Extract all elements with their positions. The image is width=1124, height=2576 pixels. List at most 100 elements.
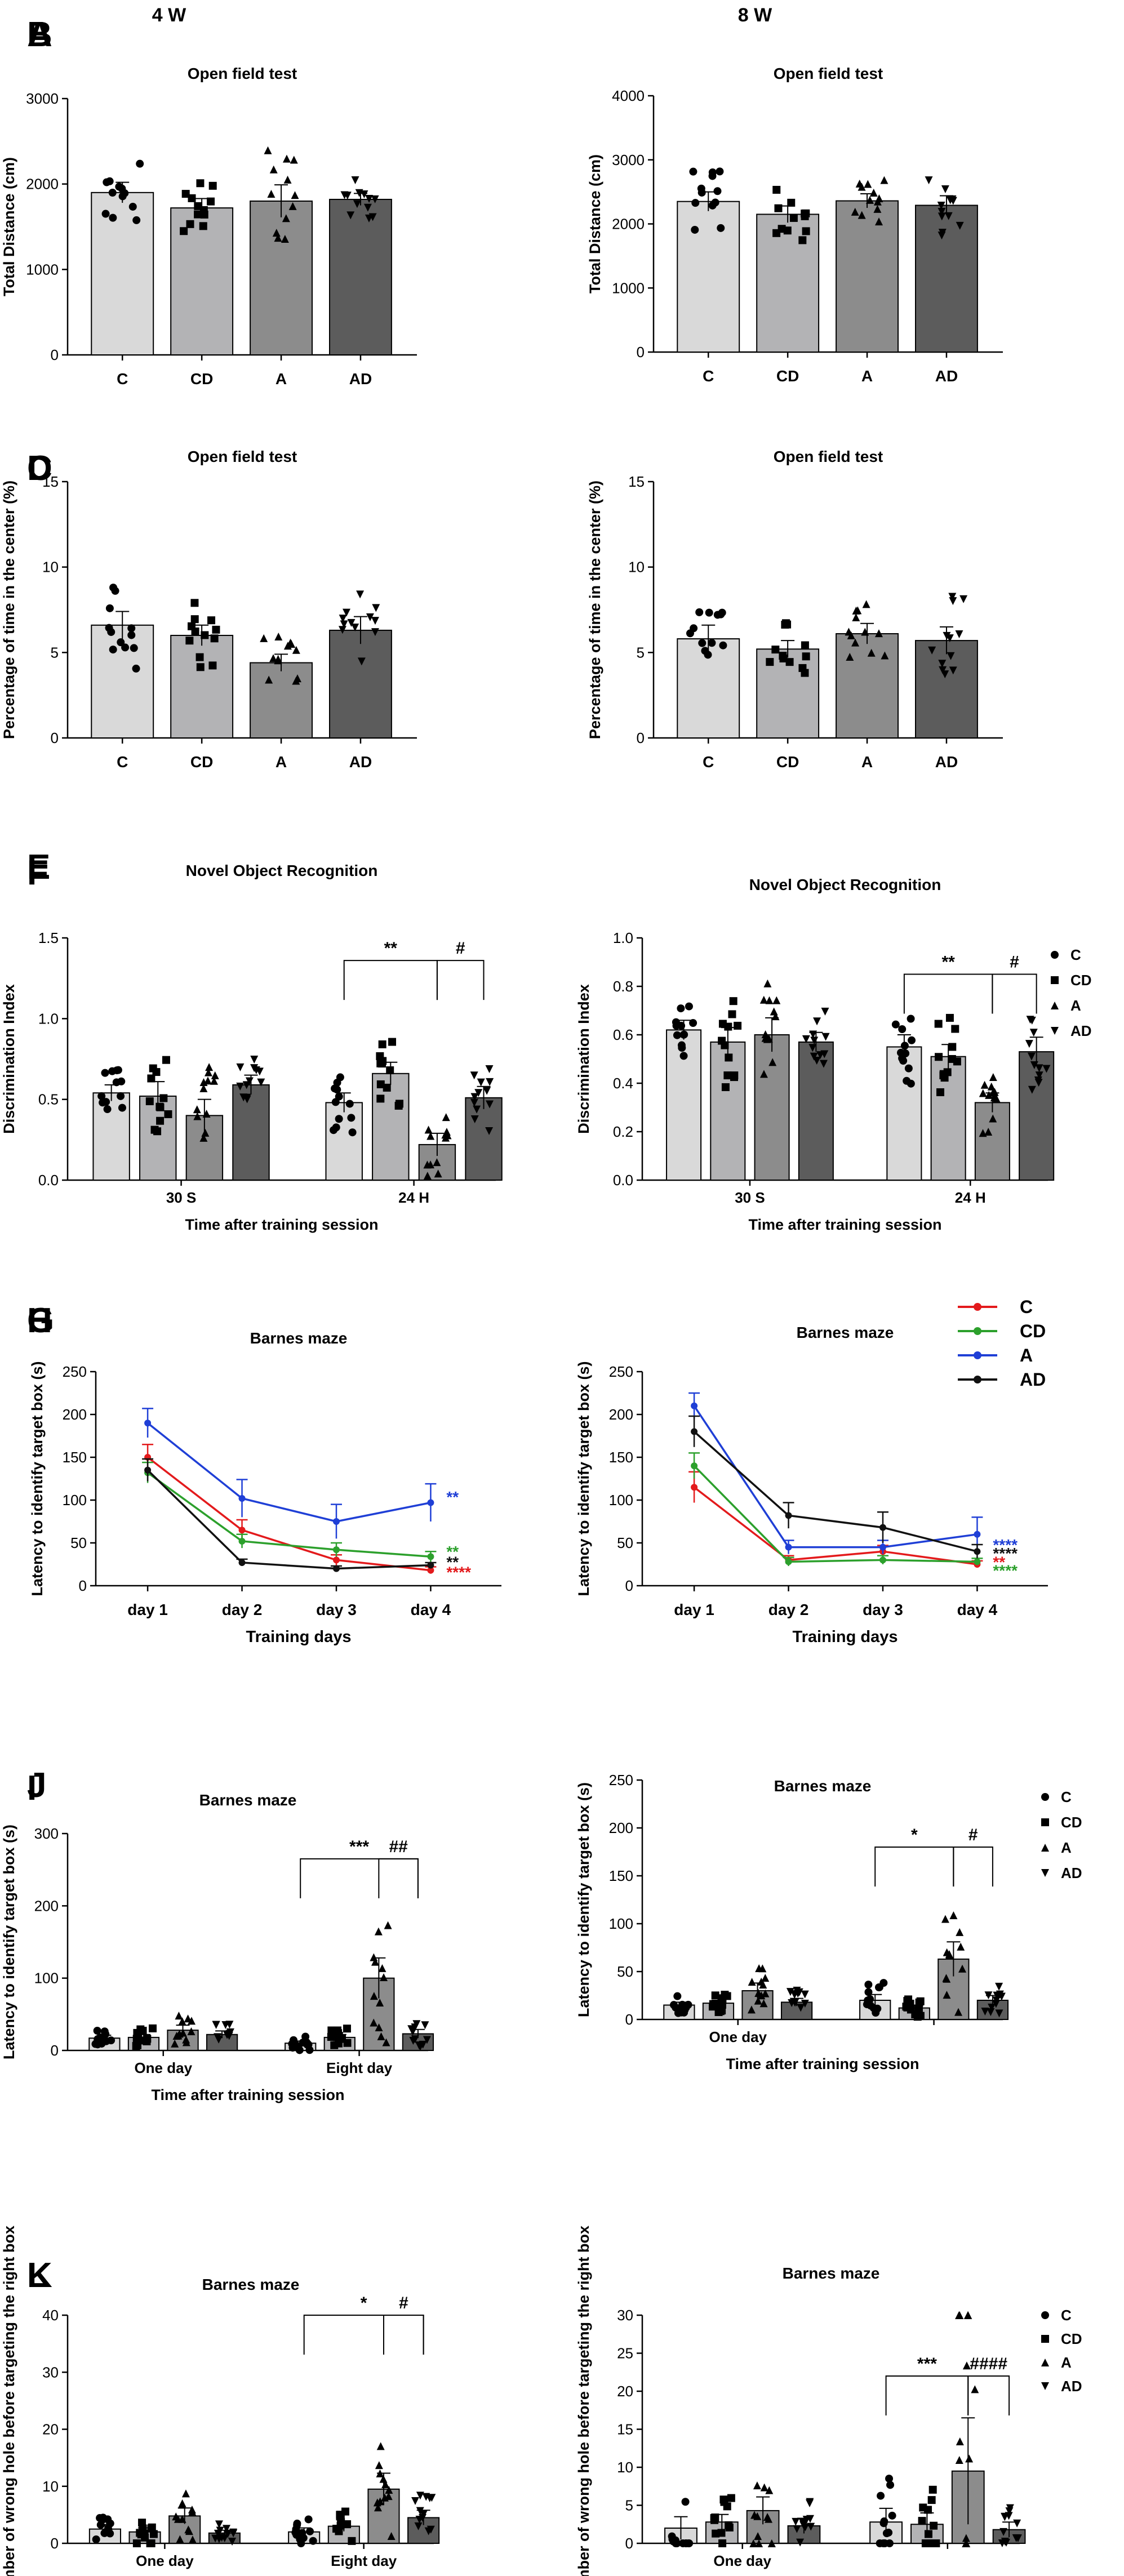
data-point: [215, 2520, 223, 2529]
data-point: [199, 1078, 208, 1087]
data-point: [955, 2456, 963, 2464]
data-point: [689, 167, 697, 176]
legend-label-ad: AD: [1061, 1865, 1082, 1881]
legend-label-c: C: [1061, 2307, 1072, 2324]
data-point: [980, 1080, 989, 1089]
data-point: [802, 652, 810, 661]
legend-marker-c: [1051, 951, 1059, 959]
data-point: [873, 204, 882, 213]
data-point: [806, 2499, 814, 2508]
x-tick-label: day 4: [411, 1601, 451, 1618]
data-point: [770, 1007, 778, 1016]
significance-bracket: [300, 1858, 419, 1898]
data-point: [371, 1957, 379, 1966]
x-tick-label: day 1: [674, 1601, 714, 1618]
x-tick-label: C: [703, 753, 714, 771]
data-point: [763, 979, 772, 987]
data-point: [882, 2529, 891, 2538]
data-point: [243, 1095, 251, 1104]
data-point: [951, 1025, 959, 1033]
data-point: [138, 2519, 146, 2527]
data-point: [172, 2031, 181, 2040]
data-point: [761, 1974, 770, 1982]
data-point: [100, 2027, 109, 2036]
data-point: [721, 1991, 729, 1999]
data-point: [184, 2014, 192, 2023]
panel-k-chart: 0 10 20 30 40 The number of wrong hole before…: [1, 2226, 440, 2576]
data-point: [753, 2481, 761, 2490]
data-point: [851, 638, 860, 647]
y-tick-label: 5: [637, 644, 645, 661]
data-point: [191, 627, 199, 635]
data-point: [117, 638, 125, 647]
data-point: [819, 1060, 828, 1068]
bar-ad: [915, 204, 978, 353]
y-tick-label: 50: [617, 1534, 633, 1551]
data-point: [946, 196, 954, 204]
data-point: [711, 1991, 719, 2000]
data-point: [729, 997, 738, 1006]
data-point: [136, 159, 144, 168]
data-point: [938, 208, 946, 216]
significance-label: **: [941, 953, 955, 972]
data-point: [470, 1093, 479, 1101]
data-point: [713, 187, 722, 195]
bar-a: [974, 1102, 1010, 1181]
significance-bracket: [303, 2315, 424, 2355]
data-point: [292, 2525, 300, 2533]
data-point: [205, 1063, 214, 1071]
data-point: [874, 629, 883, 638]
data-point: [470, 1071, 478, 1080]
series-line-cd: [693, 1465, 978, 1563]
data-point: [228, 2537, 237, 2546]
data-point: [847, 631, 855, 639]
significance-label: **: [384, 939, 398, 958]
data-point: [801, 1999, 809, 2008]
panel-letter: H: [27, 1301, 52, 1340]
data-point: [888, 2511, 896, 2520]
data-point: [864, 1996, 872, 2005]
chart-title: Open field test: [774, 65, 883, 82]
line-legend: C CD A AD: [958, 1297, 1046, 1390]
data-point: [807, 2522, 815, 2531]
data-point: [365, 195, 374, 203]
data-point: [97, 1092, 106, 1100]
significance-label: **: [446, 1553, 459, 1570]
y-tick-label: 150: [63, 1449, 87, 1466]
data-point: [995, 1982, 1003, 1991]
data-point: [236, 1082, 245, 1091]
data-point: [846, 653, 854, 661]
data-point: [427, 1132, 435, 1140]
data-point: [677, 1041, 686, 1049]
group-label: One day: [709, 2028, 767, 2045]
data-point: [156, 1116, 165, 1125]
data-point: [992, 2000, 1000, 2008]
data-point: [374, 2503, 382, 2512]
data-point: [797, 2004, 805, 2012]
x-axis-label: Time after training session: [726, 2056, 919, 2072]
data-point: [989, 1073, 997, 1082]
data-point: [101, 1069, 109, 1077]
data-point: [423, 1172, 432, 1180]
data-point: [691, 225, 699, 234]
data-point: [900, 1042, 909, 1050]
data-point: [180, 227, 188, 235]
data-point: [99, 1098, 107, 1107]
group-label: 24 H: [955, 1189, 986, 1206]
data-point: [673, 1031, 681, 1039]
data-point: [754, 2532, 762, 2541]
data-point: [264, 146, 272, 154]
point-a: [332, 1518, 340, 1525]
data-point: [269, 654, 278, 662]
y-tick-label: 20: [617, 2383, 633, 2400]
data-point: [250, 1064, 259, 1073]
data-point: [673, 2539, 681, 2547]
significance-label: ***: [917, 2355, 937, 2373]
data-point: [424, 1125, 433, 1134]
significance-label: **: [446, 1543, 459, 1560]
y-tick-label: 0: [51, 2535, 59, 2552]
y-tick-label: 0.2: [613, 1123, 633, 1140]
data-point: [867, 648, 876, 657]
data-point: [948, 593, 957, 601]
data-point: [377, 2032, 385, 2040]
